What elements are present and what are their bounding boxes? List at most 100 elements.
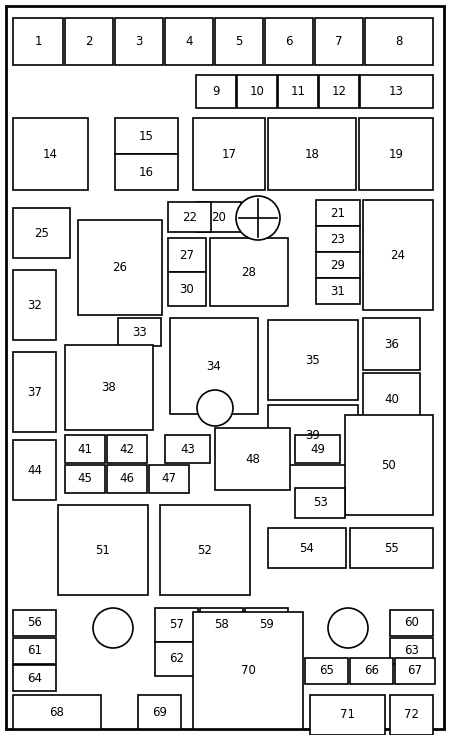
Text: 22: 22 (182, 210, 197, 223)
Text: 50: 50 (382, 459, 396, 471)
Bar (316, 226, 360, 252)
Bar (155, 608, 198, 642)
Bar (310, 695, 385, 735)
Text: 8: 8 (395, 35, 403, 48)
Bar (363, 200, 433, 310)
Circle shape (328, 608, 368, 648)
Bar (65, 465, 105, 493)
Text: 60: 60 (404, 617, 419, 629)
Text: 28: 28 (242, 265, 256, 279)
Text: 13: 13 (389, 85, 404, 98)
Text: 31: 31 (331, 284, 346, 298)
Text: 63: 63 (404, 645, 419, 658)
Text: 72: 72 (404, 709, 419, 722)
Text: 40: 40 (384, 392, 399, 406)
Text: 33: 33 (132, 326, 147, 339)
Text: 65: 65 (319, 664, 334, 678)
Text: 1: 1 (34, 35, 42, 48)
Bar (237, 75, 277, 108)
Bar (13, 270, 56, 340)
Bar (390, 610, 433, 636)
Text: 57: 57 (169, 618, 184, 631)
Text: 52: 52 (198, 543, 212, 556)
Bar (395, 658, 435, 684)
Text: 34: 34 (207, 359, 221, 373)
Text: 18: 18 (305, 148, 320, 160)
Text: 56: 56 (27, 617, 42, 629)
Bar (278, 75, 318, 108)
Bar (365, 18, 433, 65)
Bar (149, 465, 189, 493)
Bar (316, 252, 360, 278)
Bar (165, 435, 210, 463)
Text: 70: 70 (241, 664, 256, 677)
Bar (390, 638, 433, 664)
Text: 48: 48 (245, 453, 260, 465)
Bar (295, 488, 345, 518)
Text: 6: 6 (285, 35, 293, 48)
Text: 25: 25 (34, 226, 49, 240)
Bar (193, 612, 303, 729)
Bar (13, 208, 70, 258)
Bar (13, 695, 101, 729)
Text: 49: 49 (310, 442, 325, 456)
Bar (13, 18, 63, 65)
Bar (268, 528, 346, 568)
Text: 68: 68 (50, 706, 64, 719)
Text: 26: 26 (112, 261, 127, 274)
Text: 53: 53 (313, 497, 328, 509)
Text: 46: 46 (120, 473, 135, 486)
Text: 5: 5 (235, 35, 243, 48)
Bar (107, 435, 147, 463)
Text: 38: 38 (102, 381, 117, 394)
Text: 41: 41 (77, 442, 93, 456)
Bar (360, 75, 433, 108)
Text: 21: 21 (330, 207, 346, 220)
Bar (350, 528, 433, 568)
Text: 4: 4 (185, 35, 193, 48)
Text: 45: 45 (77, 473, 92, 486)
Text: 7: 7 (335, 35, 343, 48)
Text: 2: 2 (85, 35, 93, 48)
Bar (78, 220, 162, 315)
Bar (168, 272, 206, 306)
Bar (363, 373, 420, 425)
Bar (268, 320, 358, 400)
Text: 11: 11 (291, 85, 306, 98)
Bar (265, 18, 313, 65)
Text: 59: 59 (259, 618, 274, 631)
Text: 42: 42 (120, 442, 135, 456)
Bar (363, 318, 420, 370)
Text: 58: 58 (214, 618, 229, 631)
Bar (160, 505, 250, 595)
Bar (345, 415, 433, 515)
Bar (295, 435, 340, 463)
Text: 17: 17 (221, 148, 237, 160)
Text: 29: 29 (330, 259, 346, 271)
Text: 14: 14 (43, 148, 58, 160)
Bar (118, 318, 161, 346)
Circle shape (197, 390, 233, 426)
Bar (65, 435, 105, 463)
Bar (390, 695, 433, 735)
Text: 64: 64 (27, 672, 42, 684)
Bar (13, 352, 56, 432)
Text: 15: 15 (139, 129, 154, 143)
Bar (319, 75, 359, 108)
Text: 24: 24 (391, 248, 405, 262)
Bar (215, 428, 290, 490)
Bar (115, 18, 163, 65)
Bar (165, 18, 213, 65)
Circle shape (93, 608, 133, 648)
Bar (13, 638, 56, 664)
Text: 66: 66 (364, 664, 379, 678)
Text: 37: 37 (27, 385, 42, 398)
Text: 27: 27 (180, 248, 194, 262)
Bar (200, 608, 243, 642)
Bar (316, 200, 360, 226)
Bar (193, 118, 265, 190)
Text: 61: 61 (27, 645, 42, 658)
Text: 20: 20 (211, 210, 226, 223)
Bar (168, 238, 206, 272)
Text: 3: 3 (135, 35, 143, 48)
